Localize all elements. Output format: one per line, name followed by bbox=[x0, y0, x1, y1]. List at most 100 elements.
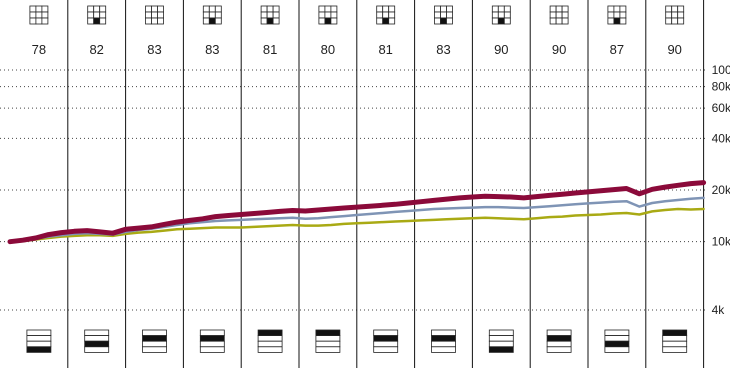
size-bar-row bbox=[257, 346, 283, 353]
style-box-cell bbox=[607, 11, 615, 19]
size-bar-row bbox=[488, 346, 514, 353]
style-box-cell bbox=[41, 17, 49, 25]
score-value: 83 bbox=[147, 42, 161, 57]
style-box-cell bbox=[382, 5, 390, 13]
style-box-icon bbox=[87, 5, 107, 25]
style-box-cell bbox=[382, 17, 390, 25]
column-dividers bbox=[67, 0, 705, 368]
series-line bbox=[7, 180, 707, 245]
size-bar-icon bbox=[26, 329, 52, 353]
style-box-cell bbox=[330, 17, 338, 25]
style-box-cell bbox=[446, 5, 453, 13]
style-box-icon bbox=[202, 5, 222, 25]
style-box-cell bbox=[99, 11, 107, 19]
size-bar-row bbox=[604, 340, 630, 348]
style-box-cell bbox=[41, 5, 49, 13]
y-tick-label: 80k bbox=[712, 80, 730, 94]
size-bar-row bbox=[546, 329, 572, 336]
style-box-cell bbox=[619, 11, 627, 19]
style-box-cell bbox=[93, 11, 101, 19]
y-tick-label: 40k bbox=[712, 131, 730, 145]
series-lines bbox=[7, 180, 707, 245]
style-box-cell bbox=[151, 5, 158, 13]
style-box-icon bbox=[376, 5, 396, 25]
style-box-cell bbox=[35, 5, 43, 13]
style-box-cell bbox=[440, 11, 447, 19]
style-box-icon bbox=[260, 5, 280, 25]
style-box-row bbox=[29, 5, 685, 25]
y-tick-label: 20k bbox=[712, 183, 730, 197]
score-value: 90 bbox=[494, 42, 508, 57]
style-box-cell bbox=[260, 17, 268, 25]
size-bar-row bbox=[199, 346, 225, 353]
style-box-cell bbox=[208, 11, 216, 19]
size-bar-icon bbox=[84, 329, 110, 353]
style-box-cell bbox=[93, 5, 101, 13]
style-box-cell bbox=[665, 11, 673, 19]
size-bar-row bbox=[431, 335, 456, 342]
score-value: 90 bbox=[667, 42, 681, 57]
style-box-cell bbox=[555, 5, 563, 13]
size-bar-row bbox=[26, 346, 52, 353]
size-bar-row bbox=[84, 346, 110, 353]
style-box-cell bbox=[677, 5, 685, 13]
size-bar-row bbox=[546, 340, 572, 348]
style-box-cell bbox=[491, 11, 499, 19]
y-tick-label: 10k bbox=[712, 235, 730, 249]
style-box-cell bbox=[376, 5, 384, 13]
size-bar-icon bbox=[257, 329, 283, 353]
style-box-cell bbox=[503, 5, 511, 13]
size-bar-row bbox=[84, 329, 110, 336]
size-bar-row bbox=[662, 329, 688, 336]
style-box-cell bbox=[266, 5, 274, 13]
style-box-cell bbox=[491, 5, 499, 13]
style-box-cell bbox=[266, 11, 274, 19]
score-value: 78 bbox=[32, 42, 46, 57]
size-bar-row bbox=[142, 340, 167, 348]
style-box-cell bbox=[99, 5, 107, 13]
size-bar-row bbox=[373, 335, 399, 342]
size-bar-row bbox=[26, 329, 52, 336]
style-box-cell bbox=[619, 17, 627, 25]
style-box-cell bbox=[145, 11, 152, 19]
size-bar-icon bbox=[662, 329, 688, 353]
style-box-cell bbox=[388, 11, 396, 19]
style-box-cell bbox=[607, 5, 615, 13]
size-bar-row bbox=[142, 346, 167, 353]
style-box-cell bbox=[503, 11, 511, 19]
size-bar-row bbox=[546, 346, 572, 353]
style-box-cell bbox=[41, 11, 49, 19]
score-value: 83 bbox=[205, 42, 219, 57]
style-box-cell bbox=[330, 5, 338, 13]
style-box-cell bbox=[318, 11, 326, 19]
style-box-cell bbox=[272, 17, 280, 25]
style-box-cell bbox=[434, 5, 441, 13]
style-box-cell bbox=[376, 11, 384, 19]
series-line bbox=[8, 207, 705, 243]
score-value: 81 bbox=[263, 42, 277, 57]
style-box-cell bbox=[208, 17, 216, 25]
style-box-cell bbox=[561, 5, 569, 13]
style-box-cell bbox=[93, 17, 101, 25]
size-bar-row bbox=[488, 329, 514, 336]
style-box-cell bbox=[497, 17, 505, 25]
style-box-cell bbox=[330, 11, 338, 19]
style-box-cell bbox=[497, 11, 505, 19]
y-tick-label: 100k bbox=[712, 63, 730, 77]
style-box-cell bbox=[671, 17, 679, 25]
style-box-cell bbox=[613, 5, 621, 13]
style-box-cell bbox=[446, 11, 453, 19]
score-value: 83 bbox=[436, 42, 450, 57]
score-value: 90 bbox=[552, 42, 566, 57]
size-bar-row bbox=[662, 346, 688, 353]
size-bar-row bbox=[488, 335, 514, 342]
size-bar-icon bbox=[142, 329, 167, 353]
style-box-cell bbox=[99, 17, 107, 25]
style-box-cell bbox=[613, 11, 621, 19]
style-box-cell bbox=[157, 17, 164, 25]
score-value: 80 bbox=[321, 42, 335, 57]
size-bar-row bbox=[662, 340, 688, 348]
style-box-cell bbox=[202, 17, 210, 25]
size-bar-row bbox=[84, 335, 110, 342]
style-box-cell bbox=[29, 17, 37, 25]
